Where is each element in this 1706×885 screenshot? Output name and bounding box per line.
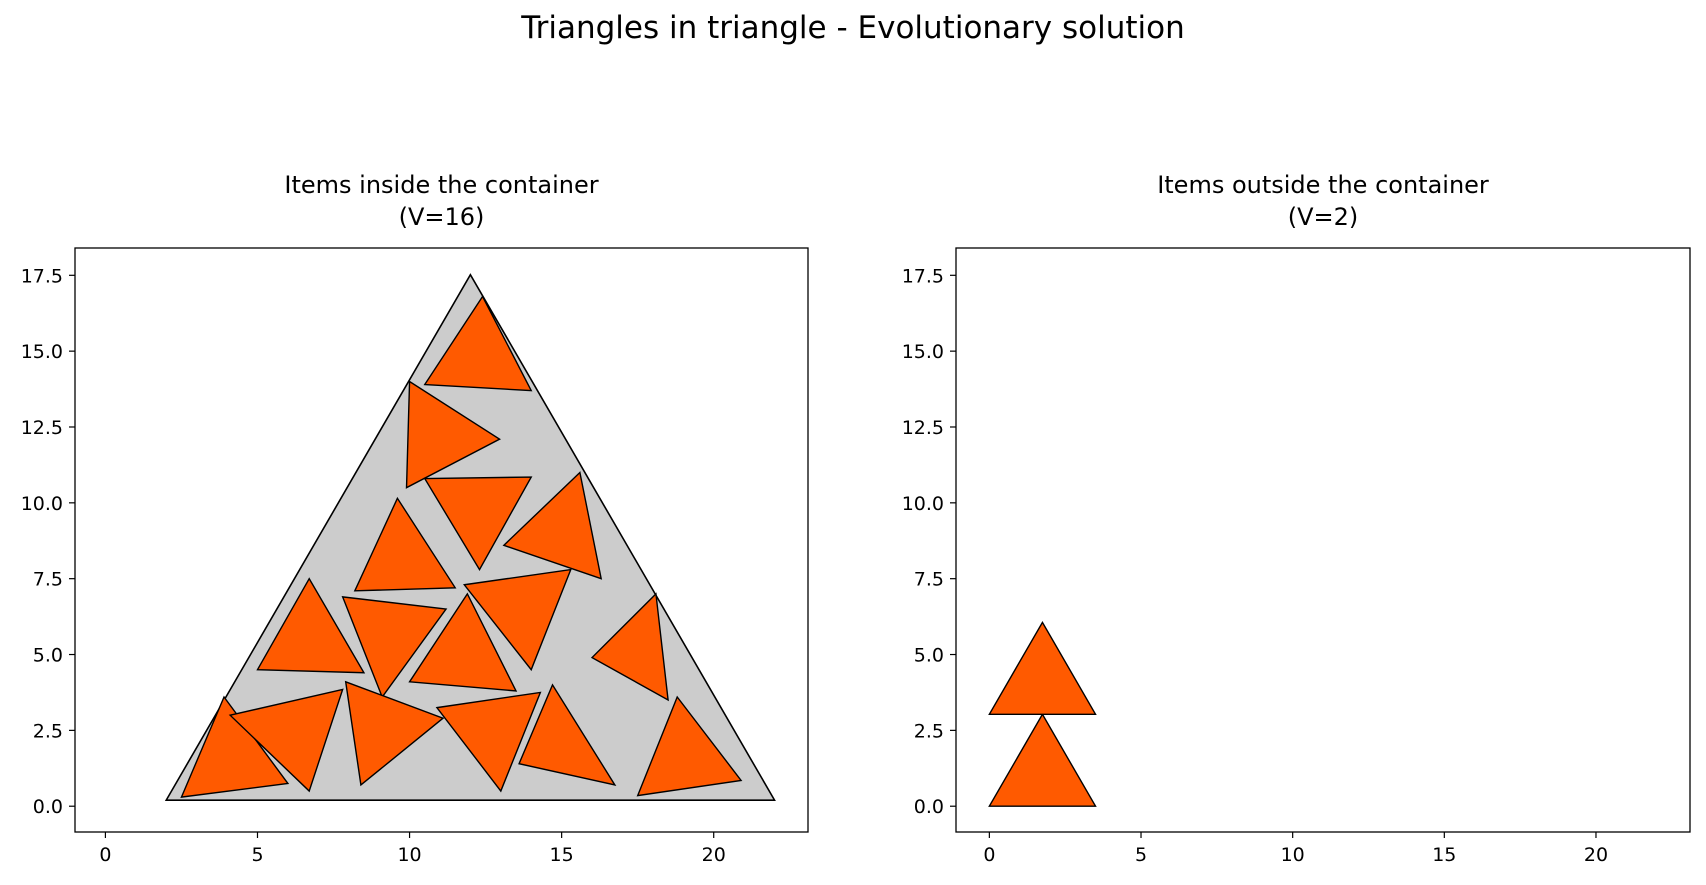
figure-title: Triangles in triangle - Evolutionary sol… xyxy=(521,10,1185,46)
y-tick-label: 10.0 xyxy=(21,493,63,515)
panel-title: Items inside the container xyxy=(284,171,598,199)
y-tick-label: 7.5 xyxy=(33,569,63,591)
item-triangle-5 xyxy=(353,496,457,592)
item-triangle-6 xyxy=(256,577,366,674)
item-triangle-8 xyxy=(463,568,572,672)
item-triangle-3 xyxy=(423,476,533,571)
panel-subtitle: (V=2) xyxy=(1288,203,1359,231)
y-tick-label: 12.5 xyxy=(21,417,63,439)
y-tick-label: 17.5 xyxy=(21,265,63,287)
y-tick-label: 5.0 xyxy=(33,645,63,667)
y-tick-label: 15.0 xyxy=(902,341,944,363)
axes-frame xyxy=(955,247,1691,833)
y-tick-label: 2.5 xyxy=(33,720,63,742)
item-triangle-13 xyxy=(344,680,445,787)
panel-items-outside: 0 5 10 15 20 0.0 2.5 5.0 7.5 10.0 12.5 15.0 17.5 Item… xyxy=(902,171,1691,866)
x-tick-label: 20 xyxy=(1584,844,1608,866)
item-triangle-16 xyxy=(636,695,743,797)
item-triangle-1 xyxy=(988,712,1097,807)
item-triangle-1 xyxy=(423,295,533,392)
panel-title: Items outside the container xyxy=(1157,171,1489,199)
axes-frame xyxy=(74,247,809,833)
item-triangle-12 xyxy=(228,688,344,793)
y-tick-label: 17.5 xyxy=(902,265,944,287)
x-tick-label: 0 xyxy=(983,844,995,866)
x-tick-label: 15 xyxy=(550,844,574,866)
y-tick-label: 2.5 xyxy=(914,720,944,742)
y-tick-label: 15.0 xyxy=(21,341,63,363)
y-tick-label: 7.5 xyxy=(914,569,944,591)
x-tick-label: 0 xyxy=(99,844,111,866)
y-tick-label: 0.0 xyxy=(914,796,944,818)
x-tick-label: 20 xyxy=(702,844,726,866)
x-tick-label: 10 xyxy=(397,844,421,866)
item-triangle-7 xyxy=(341,596,448,699)
y-tick-label: 0.0 xyxy=(33,796,63,818)
item-triangle-10 xyxy=(590,592,669,702)
panel-subtitle: (V=16) xyxy=(399,203,485,231)
panel-items-inside: 0 5 10 15 20 0.0 2.5 5.0 7.5 10.0 12.5 15.0 17.5 Item… xyxy=(21,171,809,866)
x-tick-label: 5 xyxy=(1135,844,1147,866)
item-triangle-15 xyxy=(518,683,617,787)
y-tick-label: 5.0 xyxy=(914,645,944,667)
y-tick-label: 10.0 xyxy=(902,493,944,515)
item-triangle-9 xyxy=(408,592,518,692)
x-tick-label: 10 xyxy=(1281,844,1305,866)
y-tick-label: 12.5 xyxy=(902,417,944,439)
item-triangle-2 xyxy=(988,620,1097,715)
x-tick-label: 5 xyxy=(251,844,263,866)
item-triangle-14 xyxy=(435,691,542,793)
item-triangle-2 xyxy=(405,380,501,489)
x-tick-label: 15 xyxy=(1432,844,1456,866)
item-triangle-4 xyxy=(502,471,603,580)
